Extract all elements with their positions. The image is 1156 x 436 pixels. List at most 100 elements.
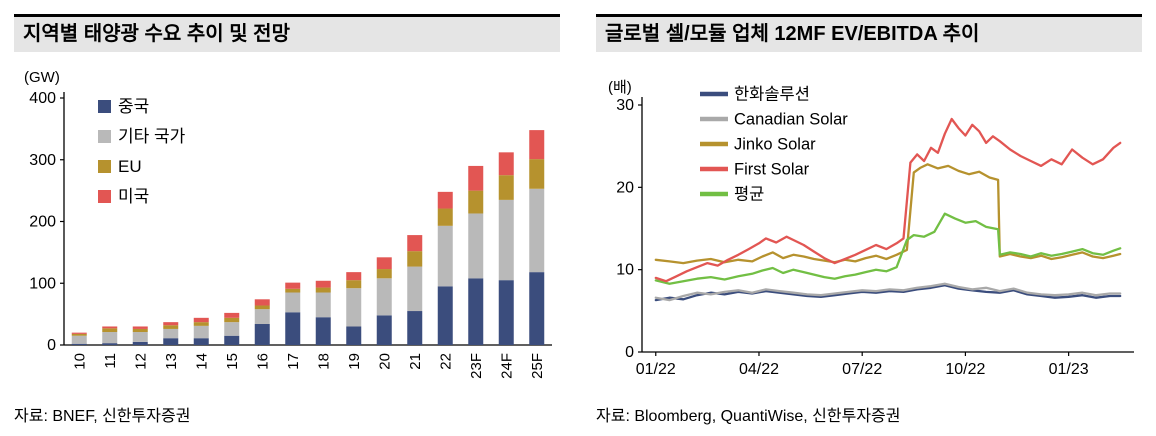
- y-tick-label: 20: [616, 179, 634, 196]
- chart-title-solar-demand: 지역별 태양광 수요 추이 및 전망: [14, 14, 560, 52]
- x-tick-label: 19: [346, 353, 363, 370]
- bar-segment-other-countries: [71, 335, 87, 344]
- bar-segment-us: [163, 322, 179, 326]
- bar-segment-eu: [346, 280, 362, 289]
- legend-item-average: 평균: [700, 185, 764, 204]
- bar-segment-china: [407, 311, 423, 345]
- y-tick-label: 10: [616, 262, 634, 279]
- unit-label: (GW): [24, 69, 60, 86]
- x-tick-label: 15: [224, 353, 241, 370]
- x-tick-label: 01/23: [1049, 361, 1089, 378]
- bar-segment-other-countries: [254, 309, 270, 325]
- legend-label: 기타 국가: [118, 127, 186, 146]
- bar-segment-us: [254, 299, 270, 306]
- x-tick-label: 10/22: [945, 361, 985, 378]
- legend-swatch: [98, 160, 111, 173]
- bar-segment-eu: [529, 159, 545, 189]
- bar-segment-us: [132, 326, 148, 329]
- legend-label: 한화솔루션: [734, 85, 810, 104]
- bar-segment-eu: [102, 328, 118, 333]
- bar-segment-eu: [71, 333, 87, 336]
- bar-segment-china: [254, 324, 270, 345]
- bar-segment-other-countries: [346, 288, 362, 327]
- y-tick-label: 200: [29, 214, 56, 231]
- bar-segment-china: [132, 341, 148, 345]
- legend: 한화솔루션 Canadian Solar Jinko Solar First Sola…: [700, 85, 848, 204]
- line-series-average: [654, 212, 1122, 285]
- legend-swatch: [98, 100, 111, 113]
- x-tick-label: 04/22: [739, 361, 779, 378]
- bar-segment-us: [468, 165, 484, 191]
- bar-segment-eu: [407, 251, 423, 267]
- bar-segment-other-countries: [132, 332, 148, 342]
- bar-segment-us: [498, 152, 514, 176]
- y-tick-label: 30: [616, 97, 634, 114]
- legend-label: Canadian Solar: [734, 111, 848, 129]
- bar-segment-china: [71, 343, 87, 345]
- bar-segment-us: [376, 257, 392, 270]
- line-series-first-solar: [654, 117, 1122, 283]
- panel-ev-ebitda-chart: 글로벌 셀/모듈 업체 12MF EV/EBITDA 추이 (배) 0 10 20 30…: [596, 14, 1142, 436]
- x-tick-label: 24F: [499, 353, 516, 379]
- bar-segment-us: [224, 312, 240, 318]
- bar-segment-eu: [376, 269, 392, 279]
- legend-item-canadian-solar: Canadian Solar: [700, 111, 848, 129]
- legend-item-other-countries: 기타 국가: [98, 127, 186, 146]
- bar-segment-us: [102, 326, 118, 329]
- x-tick-label: 21: [407, 353, 424, 370]
- legend-label: 중국: [118, 97, 149, 116]
- x-tick-label: 12: [133, 353, 150, 370]
- bar-segment-us: [346, 272, 362, 281]
- bar-segment-china: [346, 326, 362, 345]
- bar-segment-china: [193, 338, 209, 345]
- x-tick-label: 25F: [529, 353, 546, 379]
- x-tick-label: 23F: [468, 353, 485, 379]
- x-tick-label: 01/22: [636, 361, 676, 378]
- chart-title-ev-ebitda: 글로벌 셀/모듈 업체 12MF EV/EBITDA 추이: [596, 14, 1142, 52]
- y-tick-label: 300: [29, 152, 56, 169]
- bar-segment-china: [498, 280, 514, 345]
- x-tick-label: 18: [316, 353, 333, 370]
- bar-segment-eu: [254, 305, 270, 310]
- bar-segment-other-countries: [163, 328, 179, 339]
- bar-segment-china: [224, 335, 240, 345]
- bar-segment-eu: [163, 325, 179, 329]
- source-note-left: 자료: BNEF, 신한투자증권: [14, 408, 191, 425]
- bar-segment-china: [529, 272, 545, 345]
- bar-segment-eu: [224, 317, 240, 323]
- legend-item-first-solar: First Solar: [700, 161, 810, 179]
- bar-segment-other-countries: [407, 266, 423, 312]
- bar-segment-other-countries: [437, 225, 453, 287]
- bar-segment-eu: [498, 175, 514, 200]
- line-chart-ev-ebitda: (배) 0 10 20 30 01/22 04/22 07/22 10/22 01/23 한화솔루션…: [608, 79, 1134, 378]
- bar-segment-china: [315, 317, 331, 345]
- panel-solar-demand-chart: 지역별 태양광 수요 추이 및 전망 (GW) 0 100 200 300 400 10 11…: [14, 14, 560, 436]
- legend-item-eu: EU: [98, 157, 142, 176]
- legend-swatch: [98, 130, 111, 143]
- bar-segment-us: [193, 317, 209, 323]
- bar-segment-us: [285, 282, 301, 289]
- x-tick-label: 17: [285, 353, 302, 370]
- bar-segment-china: [163, 338, 179, 345]
- bar-segment-other-countries: [529, 188, 545, 273]
- bar-segment-eu: [132, 328, 148, 333]
- bar-segment-eu: [285, 288, 301, 293]
- line-series-hanwha-solution: [654, 284, 1122, 302]
- x-tick-label: 16: [255, 353, 272, 370]
- bar-segment-other-countries: [193, 325, 209, 339]
- chart-title-text: 글로벌 셀/모듈 업체 12MF EV/EBITDA 추이: [605, 23, 980, 45]
- bar-segment-other-countries: [498, 199, 514, 281]
- legend-item-jinko-solar: Jinko Solar: [700, 136, 816, 154]
- unit-label: (배): [608, 79, 632, 96]
- bar-segment-us: [437, 191, 453, 209]
- bar-segment-china: [468, 278, 484, 345]
- source-note-right: 자료: Bloomberg, QuantiWise, 신한투자증권: [596, 408, 901, 425]
- y-tick-label: 100: [29, 275, 56, 292]
- legend-swatch: [98, 190, 111, 203]
- legend-item-china: 중국: [98, 97, 149, 116]
- bar-segment-china: [285, 312, 301, 345]
- bar-segment-other-countries: [376, 278, 392, 316]
- bar-segment-eu: [468, 190, 484, 214]
